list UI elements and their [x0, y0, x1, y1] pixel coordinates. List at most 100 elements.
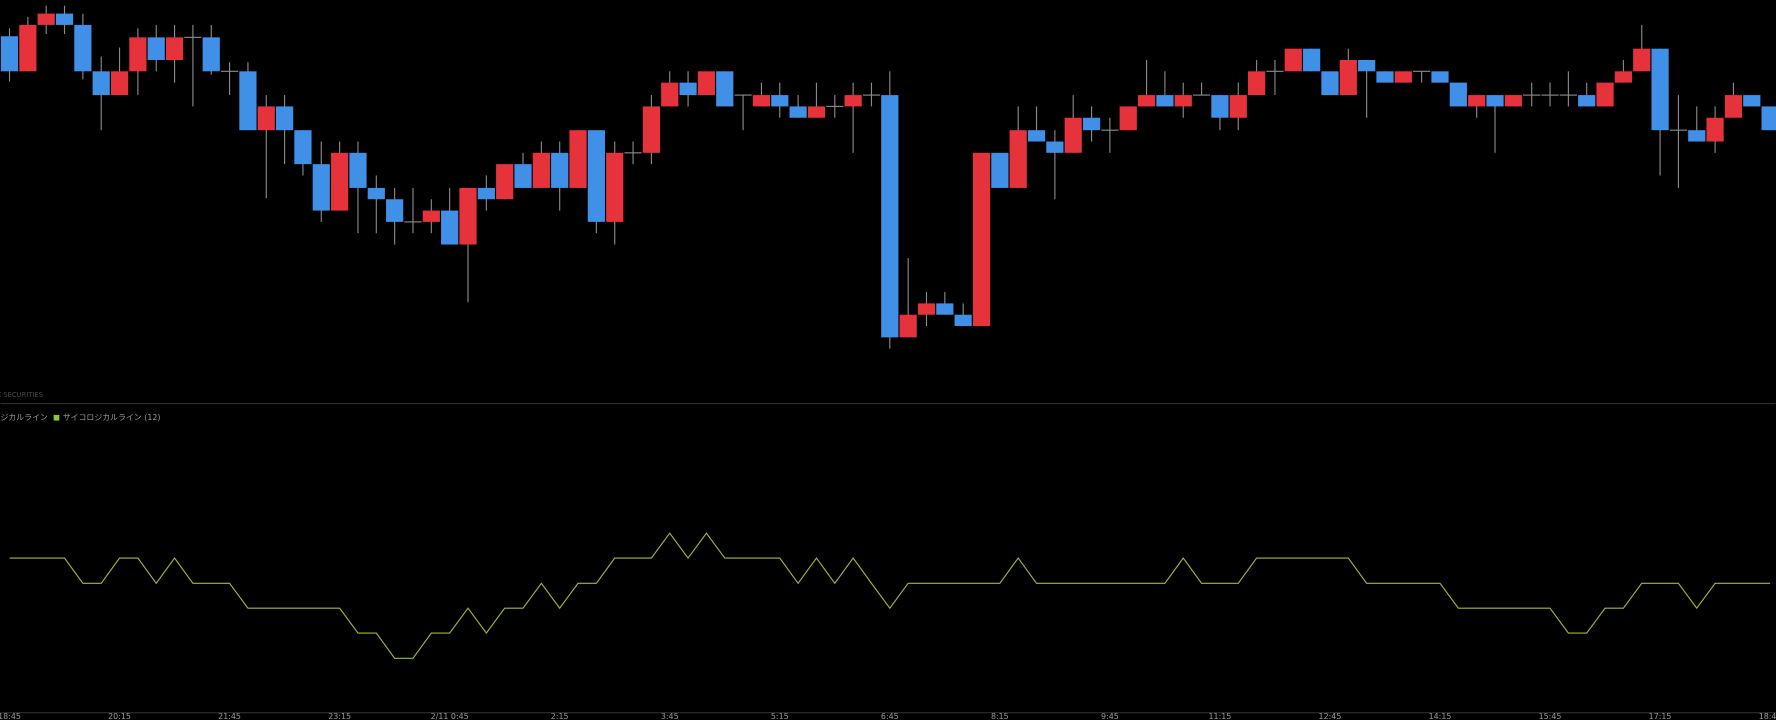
candle-body	[1596, 82, 1614, 107]
watermark: OK SECURITIES	[0, 391, 43, 399]
candle-body	[459, 187, 477, 245]
candle-body	[679, 82, 697, 96]
psychological-line	[9, 532, 1771, 659]
candle-body	[74, 24, 92, 72]
candle-body	[1339, 60, 1357, 96]
candle-body	[422, 210, 440, 222]
candle-body	[1486, 95, 1504, 107]
candle-body	[1761, 106, 1776, 131]
x-tick-label: 3:45	[661, 712, 679, 720]
x-tick-label: 17:15	[1649, 712, 1672, 720]
candle-body	[1192, 94, 1211, 96]
candle-body	[257, 106, 275, 131]
candle-body	[1724, 95, 1743, 118]
candle-body	[697, 71, 716, 96]
candle-body	[202, 37, 220, 72]
candle-body	[881, 95, 899, 338]
candle-body	[1413, 70, 1431, 72]
candle-body	[1358, 60, 1376, 72]
candle-body	[1578, 95, 1596, 107]
x-tick-label: 9:45	[1101, 712, 1119, 720]
candle-body	[826, 105, 844, 107]
candle-body	[991, 152, 1009, 188]
candle-body	[514, 164, 532, 188]
candle-body	[1229, 95, 1247, 118]
candle-body	[1449, 82, 1467, 107]
x-tick-label: 11:15	[1209, 712, 1232, 720]
candle-body	[404, 221, 422, 223]
x-tick-label: 21:45	[218, 712, 241, 720]
candle-body	[1431, 71, 1449, 83]
candle-body	[587, 130, 605, 222]
candle-body	[1541, 94, 1559, 96]
candle-body	[1156, 95, 1174, 107]
candle-body	[220, 70, 239, 72]
candle-body	[551, 152, 569, 188]
candle-body	[1743, 95, 1761, 107]
candle-body	[129, 37, 147, 72]
candle-body	[1559, 94, 1577, 96]
candle-body	[1706, 117, 1724, 142]
x-tick-label: 18:45	[1759, 712, 1776, 720]
candle-body	[899, 314, 917, 338]
x-tick-label: 8:15	[991, 712, 1009, 720]
x-tick-label: 6:45	[881, 712, 899, 720]
candle-body	[19, 24, 37, 72]
candle-body	[1376, 71, 1394, 83]
candle-body	[37, 13, 55, 25]
candle-body	[1523, 94, 1541, 96]
candle-body	[312, 164, 330, 211]
candle-body	[1174, 95, 1192, 107]
legend-cut: ジカルライン	[0, 413, 48, 422]
candle-body	[1137, 95, 1156, 107]
candle-body	[752, 95, 771, 107]
candle-body	[1303, 48, 1321, 72]
candle-body	[1266, 70, 1284, 72]
candle-body	[386, 199, 404, 222]
candle-body	[331, 152, 349, 211]
candle-body	[862, 94, 881, 96]
candle-body	[147, 37, 165, 60]
x-tick-label: 2:15	[551, 712, 569, 720]
candle-body	[642, 106, 661, 153]
candle-body	[661, 82, 679, 107]
candle-body	[1082, 117, 1101, 131]
candle-body	[1651, 48, 1669, 131]
candle-body	[294, 130, 312, 165]
candle-body	[1248, 71, 1266, 96]
candle-body	[954, 314, 972, 327]
candle-body	[1633, 48, 1651, 72]
candle-body	[184, 36, 202, 38]
candle-body	[239, 71, 257, 131]
candle-body	[917, 303, 936, 315]
candle-body	[1394, 71, 1412, 83]
candle-body	[716, 71, 734, 107]
candle-body	[477, 187, 495, 200]
candle-body	[1688, 130, 1706, 142]
legend-swatch	[53, 414, 60, 421]
candle-body	[55, 13, 74, 25]
x-tick-label: 14:15	[1429, 712, 1452, 720]
candle-body	[844, 95, 862, 107]
candle-body	[1009, 130, 1027, 188]
x-tick-label: 2/11 0:45	[431, 712, 469, 720]
candle-body	[807, 106, 826, 118]
x-tick-label: 15:45	[1539, 712, 1562, 720]
candle-body	[276, 106, 294, 131]
candle-body	[1027, 130, 1046, 142]
candle-body	[1064, 117, 1082, 153]
candle-body	[441, 210, 459, 245]
candle-body	[972, 152, 991, 327]
candle-body	[1669, 129, 1688, 131]
candle-body	[92, 71, 110, 96]
candle-body	[165, 37, 184, 60]
candle-body	[1468, 95, 1486, 107]
candle-body	[1046, 141, 1064, 153]
x-tick-label: 20:15	[108, 712, 131, 720]
candle-body	[734, 94, 752, 96]
legend-label: サイコロジカルライン (12)	[63, 413, 161, 422]
candle-body	[1119, 106, 1137, 131]
candle-body	[789, 106, 807, 118]
